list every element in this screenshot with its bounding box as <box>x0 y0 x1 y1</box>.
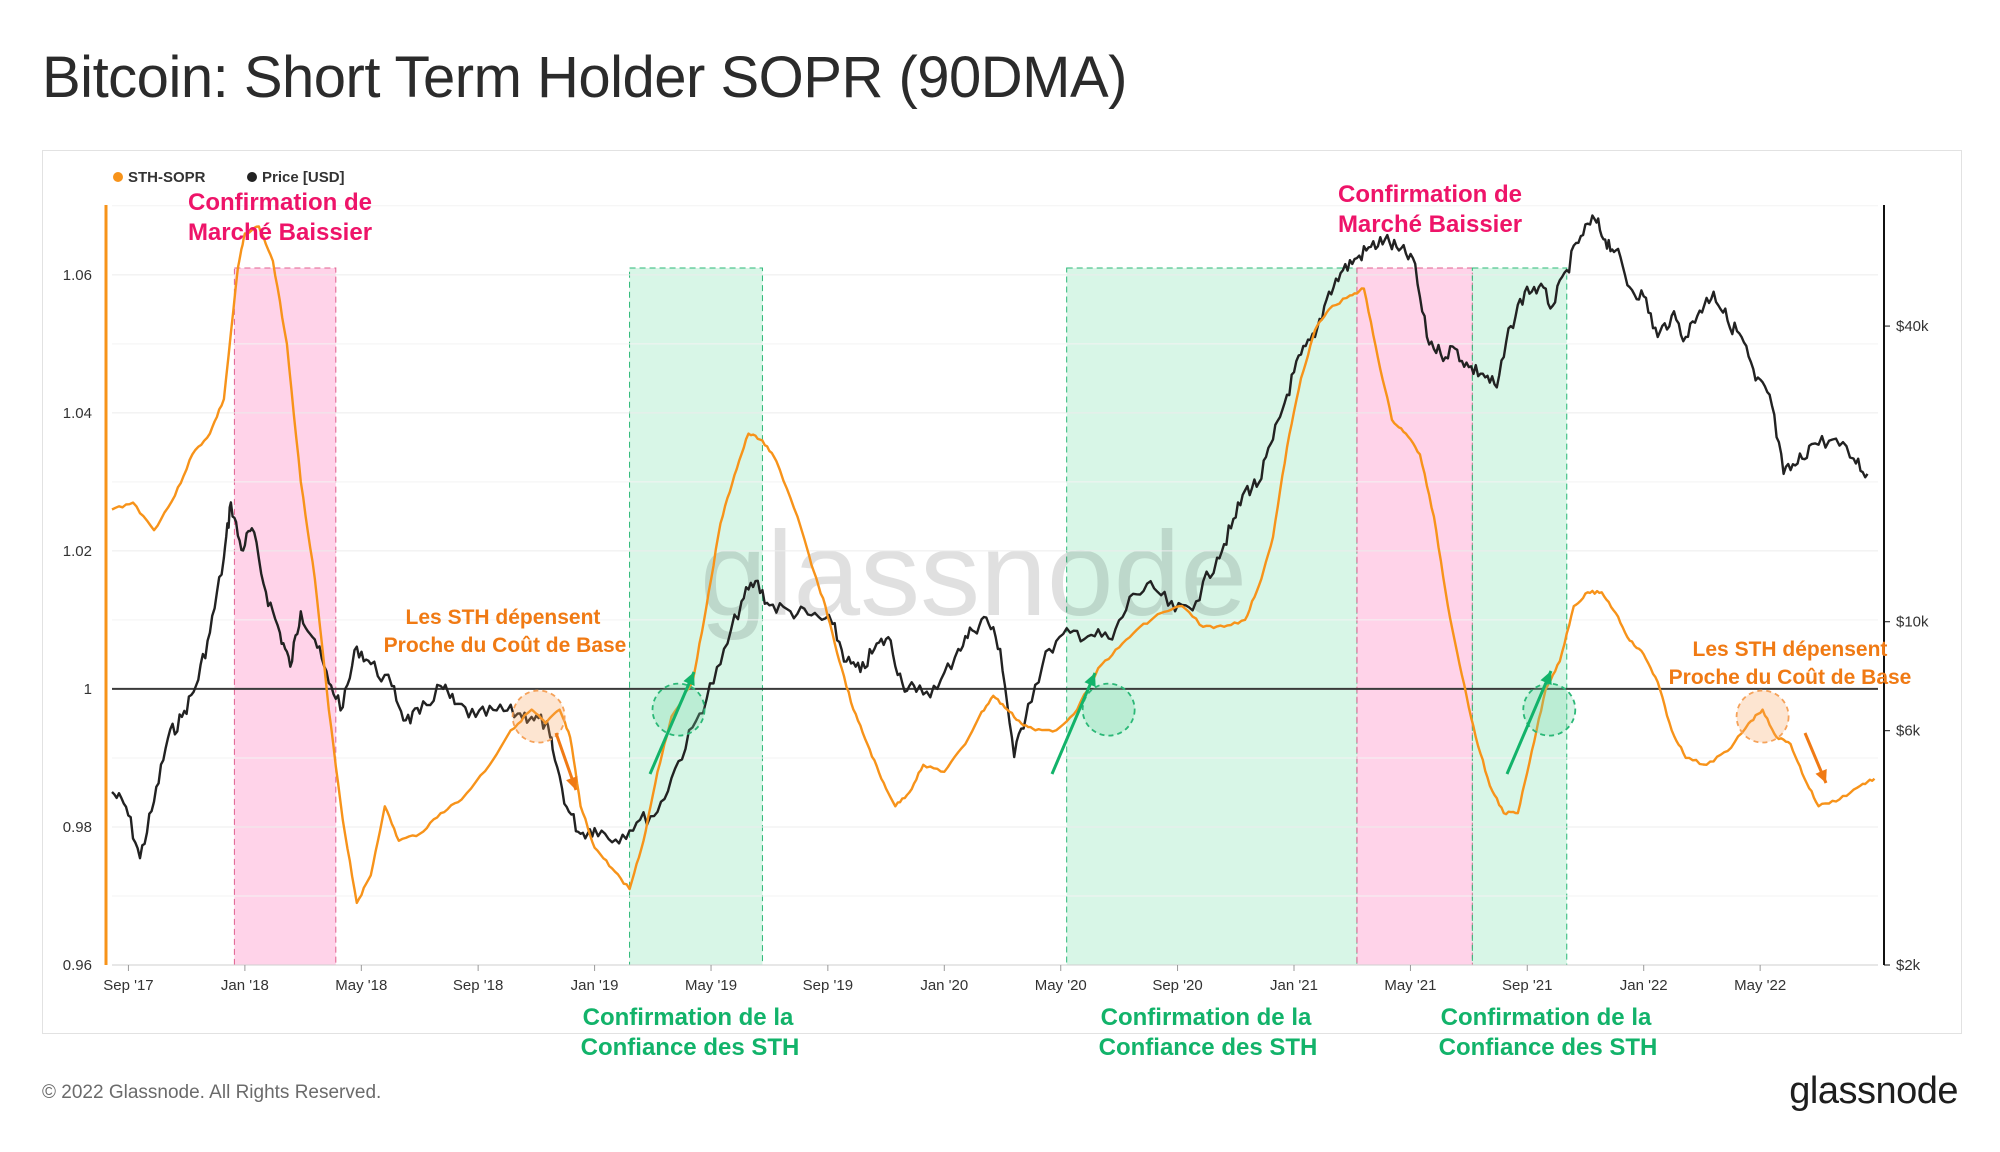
arrow-confidence-3 <box>1505 670 1553 775</box>
y-left-tick-label: 1.06 <box>63 267 92 284</box>
x-tick-label: May '19 <box>685 977 737 994</box>
watermark: glassnode <box>700 507 1247 641</box>
axes <box>104 205 1890 971</box>
x-tick-label: Sep '17 <box>103 977 153 994</box>
y-left-tick-label: 0.96 <box>63 957 92 974</box>
annotation-confidence-2-line-1: Confirmation de la <box>1101 1004 1312 1031</box>
x-tick-label: May '21 <box>1384 977 1436 994</box>
y-left-tick-label: 0.98 <box>63 819 92 836</box>
y-right-tick-label: $40k <box>1896 318 1929 335</box>
x-tick-label: Jan '22 <box>1620 977 1668 994</box>
x-tick-label: Jan '19 <box>571 977 619 994</box>
annotation-bear-2-line-1: Confirmation de <box>1338 181 1522 208</box>
annotation-bear-1-line-1: Confirmation de <box>188 189 372 216</box>
x-tick-label: Sep '19 <box>803 977 853 994</box>
y-left-tick-label: 1 <box>84 681 92 698</box>
annotation-confidence-3-line-2: Confiance des STH <box>1439 1034 1658 1061</box>
x-tick-label: Jan '18 <box>221 977 269 994</box>
region-confidence-5 <box>1471 267 1568 966</box>
legend: STH-SOPR Price [USD] <box>113 169 345 186</box>
arrow-confidence-1 <box>648 671 696 775</box>
series <box>111 214 1876 905</box>
annotation-spend-2-line-2: Proche du Coût de Base <box>1669 666 1912 689</box>
y-left-tick-label: 1.04 <box>63 405 92 422</box>
x-tick-label: Sep '18 <box>453 977 503 994</box>
annotation-spend-1-line-2: Proche du Coût de Base <box>384 634 627 657</box>
marker-circle-spend-1 <box>511 689 566 744</box>
arrow-confidence-3-head <box>1540 671 1552 685</box>
arrow-confidence-1-head <box>683 672 695 686</box>
annotation-confidence-1-line-2: Confiance des STH <box>581 1034 800 1061</box>
y-right-tick-label: $6k <box>1896 723 1921 740</box>
arrow-spend-2-head <box>1815 769 1827 783</box>
region-confidence-3 <box>1066 267 1358 966</box>
marker-circle-confidence-3 <box>1522 682 1577 737</box>
footer-brand-logo: glassnode <box>1789 1070 1958 1112</box>
x-tick-label: May '22 <box>1734 977 1786 994</box>
x-tick-label: Jan '21 <box>1270 977 1318 994</box>
legend-swatch-2 <box>247 172 257 182</box>
markers <box>511 670 1828 791</box>
x-tick-label: May '20 <box>1035 977 1087 994</box>
x-tick-label: Jan '20 <box>920 977 968 994</box>
annotation-bear-1-line-2: Marché Baissier <box>188 219 372 246</box>
y-left-tick-label: 1.02 <box>63 543 92 560</box>
annotation-spend-2-line-1: Les STH dépensent <box>1693 638 1888 661</box>
legend-label-2: Price [USD] <box>262 169 345 186</box>
region-confidence-2 <box>629 267 763 966</box>
annotation-confidence-1-line-1: Confirmation de la <box>583 1004 794 1031</box>
x-tick-label: Sep '20 <box>1152 977 1202 994</box>
y-right-tick-label: $10k <box>1896 614 1929 631</box>
chart-frame <box>42 150 1962 1034</box>
x-tick-label: May '18 <box>335 977 387 994</box>
shaded-regions <box>233 267 1568 966</box>
region-bear-4 <box>1356 267 1473 966</box>
page-title: Bitcoin: Short Term Holder SOPR (90DMA) <box>42 45 1128 110</box>
footer-copyright: © 2022 Glassnode. All Rights Reserved. <box>42 1082 382 1103</box>
annotation-bear-2-line-2: Marché Baissier <box>1338 211 1522 238</box>
annotation-confidence-3-line-1: Confirmation de la <box>1441 1004 1652 1031</box>
legend-label-1: STH-SOPR <box>128 169 206 186</box>
marker-circle-spend-2 <box>1735 689 1790 744</box>
series-line-price <box>111 214 1869 860</box>
region-bear-1 <box>233 267 337 966</box>
series-line-sth-sopr <box>111 225 1876 905</box>
tick-labels: 0.96 0.98 1 1.02 1.04 1.06 $2k $6k $10k $40k Sep '… <box>63 267 1929 994</box>
annotation-confidence-2-line-2: Confiance des STH <box>1099 1034 1318 1061</box>
arrow-spend-1-head <box>566 776 578 790</box>
marker-circle-confidence-2 <box>1081 682 1136 737</box>
legend-swatch-1 <box>113 172 123 182</box>
arrow-confidence-2-head <box>1084 673 1096 687</box>
y-right-tick-label: $2k <box>1896 957 1921 974</box>
arrow-confidence-2 <box>1050 672 1097 775</box>
annotation-spend-1-line-1: Les STH dépensent <box>406 606 601 629</box>
x-tick-label: Sep '21 <box>1502 977 1552 994</box>
